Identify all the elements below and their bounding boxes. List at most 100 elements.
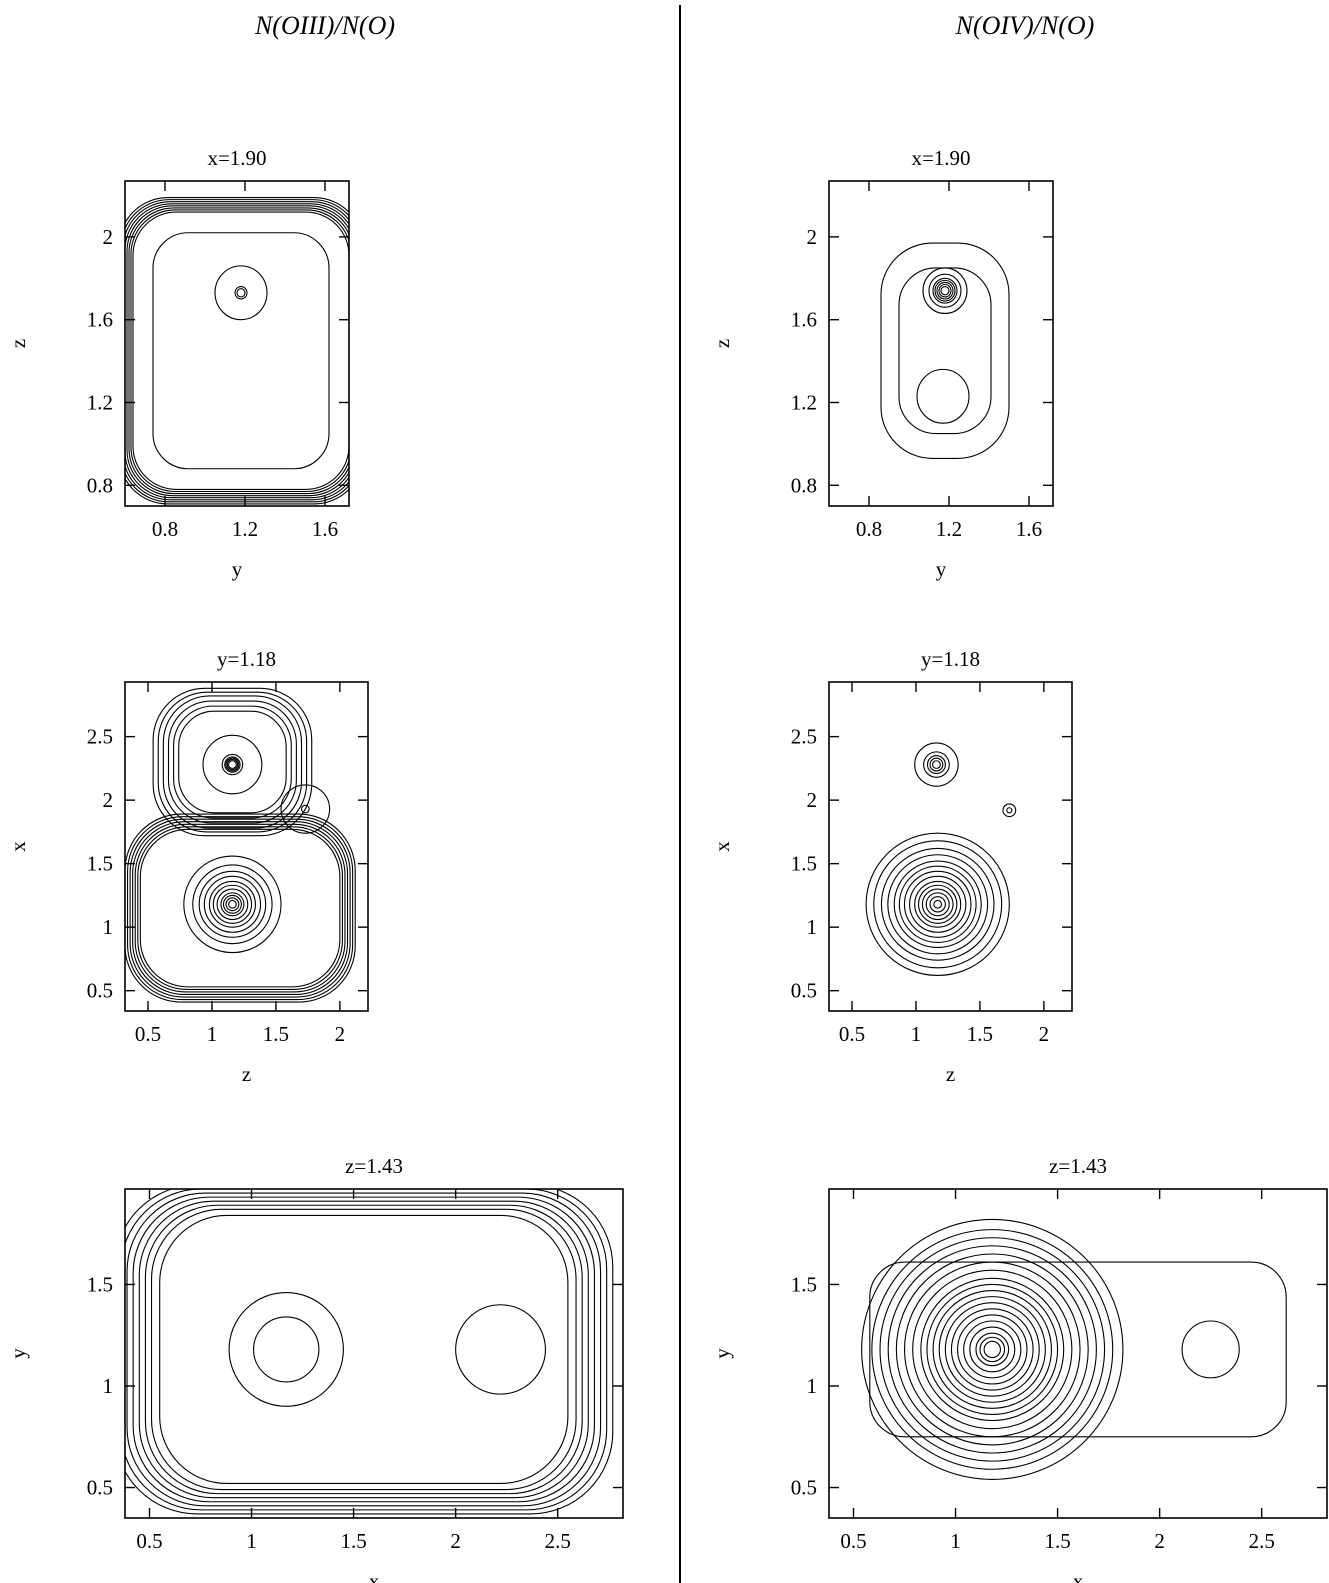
left-column-title: N(OIII)/N(O) — [254, 11, 395, 40]
contour-level — [1002, 803, 1017, 818]
contour-level — [944, 1302, 1040, 1397]
contour-level — [898, 267, 992, 435]
contour-level — [929, 896, 946, 913]
contour-level — [127, 816, 354, 1001]
contour-level — [214, 265, 268, 321]
contour-level — [226, 758, 239, 771]
contour-level — [983, 1340, 1001, 1359]
x-tick-label: 1 — [246, 1529, 257, 1553]
plot-frame — [124, 180, 350, 507]
contour-level — [903, 1261, 1081, 1438]
x-axis-label: z — [946, 1062, 955, 1086]
x-tick-label: 2 — [1154, 1529, 1165, 1553]
y-axis-label: x — [710, 841, 734, 852]
x-tick-label: 2.5 — [1249, 1529, 1275, 1553]
y-axis-label: x — [6, 841, 30, 852]
contour-level — [898, 865, 977, 943]
contour-level — [224, 756, 241, 773]
contour-level — [225, 757, 240, 772]
contour-level — [455, 1304, 546, 1395]
contour-panel: y=1.18 0.5 1 1.5 2 0.5 1 1.5 2 2.5 z x — [710, 647, 1073, 1086]
contour-level — [873, 840, 1003, 969]
contour-level — [208, 880, 257, 928]
contour-panel: y=1.18 0.5 1 1.5 2 0.5 1 1.5 2 2.5 z x — [6, 647, 369, 1086]
x-tick-label: 1.6 — [312, 517, 338, 541]
x-tick-label: 1.5 — [1044, 1529, 1070, 1553]
contour-level — [865, 832, 1010, 976]
panel-title: x=1.90 — [207, 146, 266, 170]
contour-level — [137, 826, 343, 990]
contour-level — [920, 1277, 1065, 1422]
contour-level — [144, 1204, 583, 1495]
y-tick-label: 0.5 — [791, 1476, 817, 1500]
contour-level — [198, 870, 267, 938]
contour-level — [139, 828, 341, 988]
contour-level — [932, 1289, 1053, 1409]
contour-level — [280, 784, 331, 834]
contour-level — [221, 753, 244, 776]
y-axis-label: z — [6, 339, 30, 348]
contour-level — [893, 860, 982, 949]
x-tick-label: 2 — [1039, 1022, 1050, 1046]
y-tick-label: 1 — [807, 915, 818, 939]
x-tick-label: 1.5 — [263, 1022, 289, 1046]
contour-level — [222, 894, 242, 914]
plot-frame — [828, 1188, 1328, 1519]
contour-level — [932, 277, 958, 304]
x-tick-label: 0.8 — [856, 517, 882, 541]
y-tick-label: 1 — [103, 1374, 114, 1398]
contour-level — [126, 1192, 602, 1507]
contour-level — [152, 687, 313, 837]
contour-level — [963, 1320, 1022, 1379]
contour-level — [178, 710, 287, 814]
contour-level — [130, 209, 349, 493]
contour-level — [936, 281, 954, 300]
x-tick-label: 0.8 — [152, 517, 178, 541]
contour-level — [938, 1296, 1046, 1403]
contour-level — [940, 286, 950, 296]
y-tick-label: 2 — [807, 225, 818, 249]
plot-frame — [124, 681, 369, 1012]
contour-level — [903, 870, 972, 938]
panels: x=1.90 0.8 1.2 1.6 0.8 1.2 1.6 2 y z y=1.18 0.5 1 1.5… — [6, 146, 1328, 1583]
contour-level — [132, 821, 349, 996]
contour-level — [220, 892, 245, 917]
x-tick-label: 0.5 — [136, 1529, 162, 1553]
contour-level — [880, 242, 1010, 459]
x-tick-label: 1 — [950, 1529, 961, 1553]
contour-level — [202, 734, 263, 795]
contour-level — [887, 1245, 1097, 1454]
y-tick-label: 2 — [103, 788, 114, 812]
y-tick-label: 1 — [807, 1374, 818, 1398]
y-tick-label: 2.5 — [87, 725, 113, 749]
y-axis-label: y — [6, 1348, 30, 1359]
contour-level — [871, 1229, 1114, 1470]
y-tick-label: 0.8 — [791, 473, 817, 497]
x-tick-label: 1.6 — [1016, 517, 1042, 541]
contour-level — [125, 1189, 608, 1511]
contour-lines — [125, 687, 356, 1003]
contour-level — [914, 880, 962, 928]
contour-level — [880, 847, 995, 961]
contour-level — [1181, 1320, 1240, 1379]
contour-level — [1006, 807, 1013, 814]
panel-title: x=1.90 — [911, 146, 970, 170]
contour-level — [183, 855, 282, 954]
contour-level — [917, 884, 958, 924]
contour-level — [916, 368, 970, 424]
contour-panel: z=1.43 0.5 1 1.5 2 2.5 0.5 1 1.5 x y — [6, 1154, 624, 1583]
contour-level — [157, 691, 308, 833]
contour-lines — [125, 1189, 614, 1515]
x-tick-label: 1.2 — [232, 517, 258, 541]
contour-level — [869, 1261, 1287, 1438]
x-axis-label: y — [936, 557, 947, 581]
x-tick-label: 1.2 — [936, 517, 962, 541]
contour-level — [914, 742, 959, 787]
x-tick-label: 0.5 — [135, 1022, 161, 1046]
right-column-title: N(OIV)/N(O) — [955, 11, 1095, 40]
contour-level — [234, 286, 248, 300]
contour-level — [934, 279, 956, 302]
x-axis-label: z — [242, 1062, 251, 1086]
y-tick-label: 1.6 — [791, 308, 817, 332]
contour-level — [150, 1208, 577, 1491]
